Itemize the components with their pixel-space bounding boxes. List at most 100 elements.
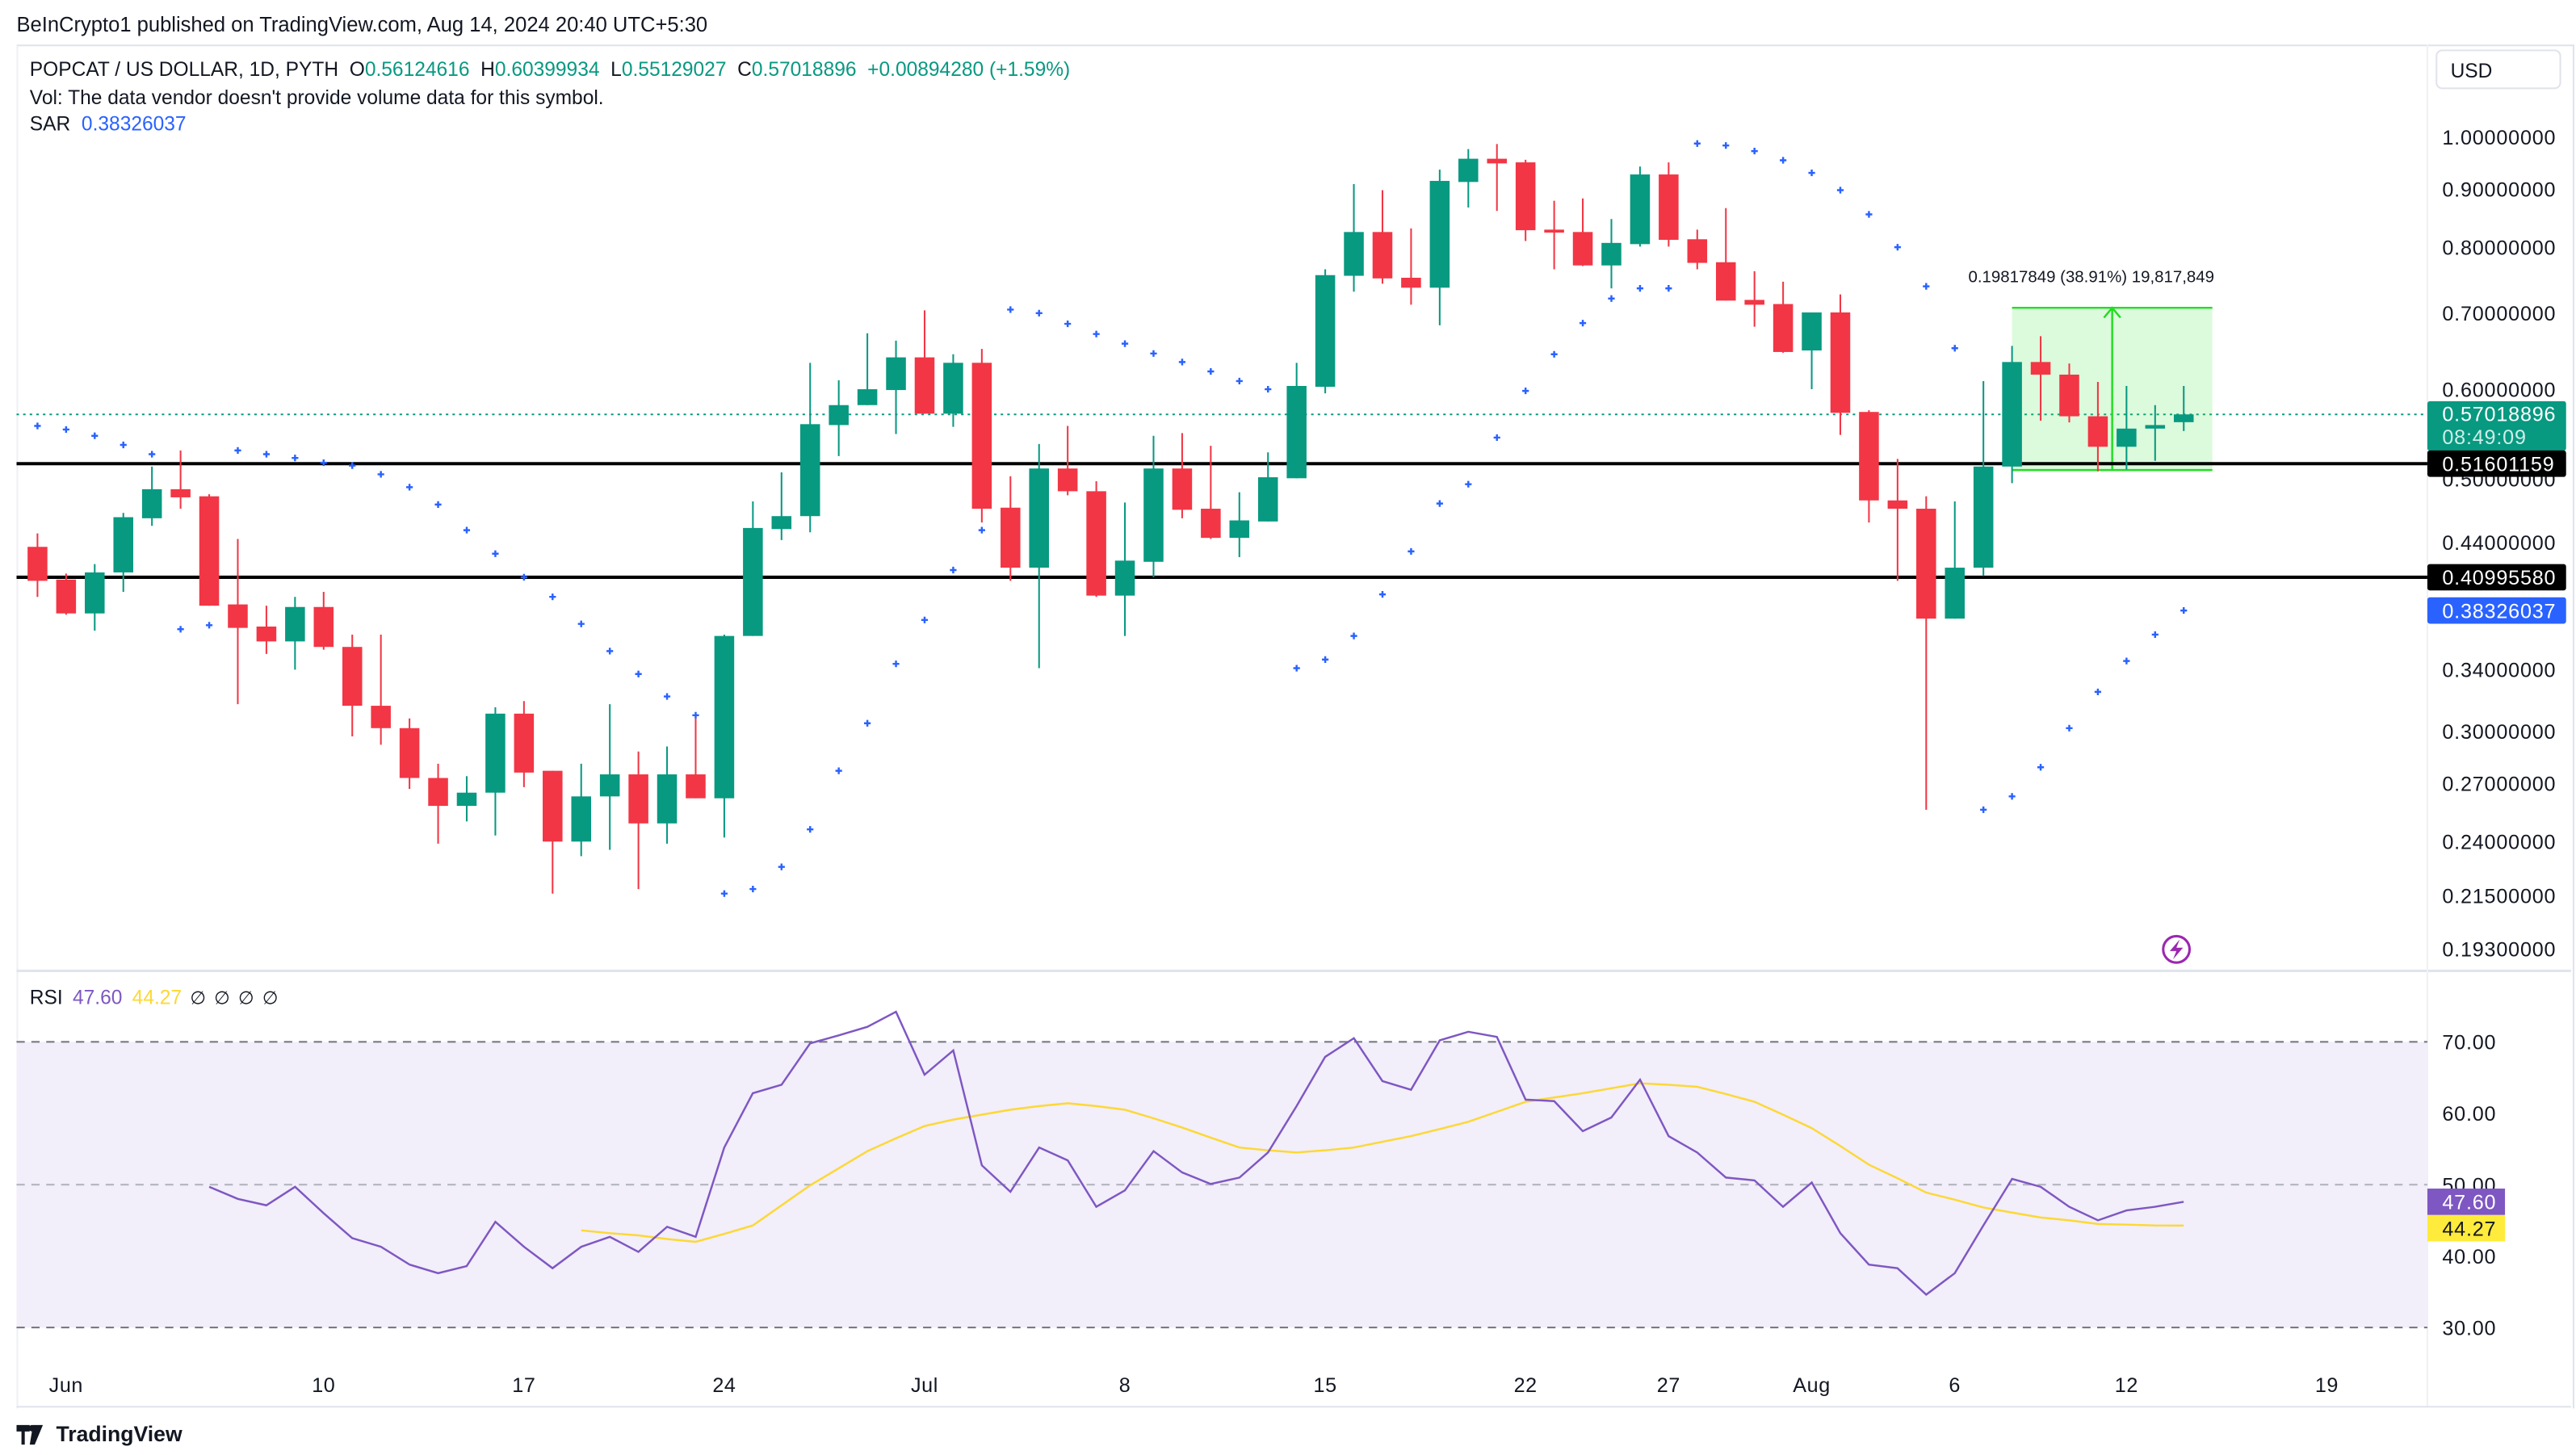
rsi-value-text: 47.60	[2442, 1192, 2496, 1214]
candle	[1429, 170, 1450, 325]
time-axis-label: 24	[712, 1374, 736, 1397]
sar-dot	[1951, 345, 1958, 352]
candle	[628, 751, 648, 890]
candle-body	[1773, 304, 1794, 352]
sar-dot	[1293, 665, 1300, 672]
candle	[1229, 492, 1250, 558]
time-axis-label: Jun	[49, 1374, 83, 1397]
main-pane[interactable]	[16, 140, 2427, 897]
currency-button[interactable]: USD	[2435, 49, 2561, 90]
sar-dot	[1980, 806, 1987, 813]
candle	[371, 634, 391, 745]
time-axis-label: Aug	[1793, 1374, 1831, 1397]
candle	[1715, 208, 1736, 301]
candle-body	[714, 635, 735, 799]
candle	[1458, 149, 1479, 208]
sar-dot	[1236, 377, 1243, 385]
sar-dot	[2066, 724, 2073, 732]
sar-dot	[463, 526, 471, 534]
time-axis-label: 10	[312, 1374, 335, 1397]
candle	[313, 592, 334, 650]
sar-dot	[1923, 283, 1930, 290]
sar-dot	[492, 550, 499, 557]
tradingview-logo[interactable]: TradingView	[16, 1422, 183, 1446]
sar-dot	[1693, 140, 1701, 147]
candle	[2002, 346, 2022, 484]
symbol-title[interactable]: POPCAT / US DOLLAR, 1D, PYTH	[29, 57, 339, 82]
candle-body	[1887, 500, 1908, 509]
candle-body	[914, 357, 935, 414]
sar-dot	[34, 422, 41, 430]
candle-body	[456, 792, 477, 807]
sar-dot	[1378, 591, 1387, 598]
last-price-label[interactable]	[2427, 400, 2566, 451]
candle	[1630, 166, 1651, 247]
chart-frame	[16, 44, 2574, 1409]
rsi-legend[interactable]: RSI 47.60 44.27 ∅ ∅ ∅ ∅	[30, 986, 279, 1009]
candle-body	[1172, 468, 1193, 510]
level1-price-label[interactable]	[2427, 450, 2566, 477]
countdown-text: 08:49:09	[2442, 426, 2526, 449]
candle-body	[1257, 477, 1278, 522]
candle-body	[1114, 560, 1135, 596]
sar-dot	[749, 885, 757, 893]
candle	[1372, 190, 1393, 284]
candle	[1487, 144, 1508, 212]
candle-body	[399, 728, 420, 778]
sar-value: 0.38326037	[81, 112, 187, 136]
candle	[1057, 426, 1078, 496]
candle-body	[342, 647, 363, 707]
rsi-pane[interactable]	[16, 1010, 2427, 1329]
time-axis-label: 6	[1949, 1374, 1961, 1397]
sar-dot	[177, 626, 184, 633]
candle	[2173, 385, 2194, 431]
sar-dot	[1350, 632, 1357, 639]
candle-body	[686, 774, 706, 799]
sar-dot	[1665, 285, 1672, 292]
rsi-tick-label: 40.00	[2442, 1246, 2496, 1268]
na-value: ∅	[190, 988, 206, 1009]
sar-label: SAR	[29, 112, 71, 136]
candle-body	[2087, 416, 2108, 447]
candle-body	[628, 774, 648, 824]
candle	[485, 707, 506, 836]
candle	[1344, 184, 1364, 292]
sar-dot	[1780, 157, 1787, 164]
candle-body	[1601, 242, 1622, 266]
candle	[1201, 446, 1221, 539]
candle	[1916, 496, 1936, 810]
sar-price-label[interactable]	[2427, 597, 2566, 624]
candle-body	[2059, 374, 2079, 417]
candle	[1887, 459, 1908, 581]
sar-dot	[1121, 340, 1129, 347]
candle-body	[2030, 362, 2051, 375]
candle-body	[485, 713, 506, 793]
sar-dot	[62, 426, 69, 434]
candle-body	[228, 604, 248, 628]
time-axis-label: 8	[1119, 1374, 1131, 1397]
sar-dot	[807, 826, 814, 833]
sar-dot	[1722, 142, 1730, 149]
candle	[743, 501, 763, 636]
sar-dot	[91, 432, 99, 439]
lightning-icon[interactable]	[2162, 934, 2192, 964]
candle-body	[2117, 428, 2137, 447]
candle	[1973, 380, 1994, 577]
sar-dot	[1322, 656, 1329, 663]
sar-dot	[205, 622, 213, 629]
candle	[85, 564, 105, 631]
candle-body	[1515, 162, 1536, 231]
sar-dot	[1465, 480, 1472, 488]
sar-dot	[720, 890, 728, 897]
level2-price-label[interactable]	[2427, 564, 2566, 591]
candle	[1029, 443, 1050, 669]
sar-price-text: 0.38326037	[2442, 600, 2556, 623]
sar-legend[interactable]: SAR 0.38326037	[30, 112, 187, 136]
candle	[857, 333, 878, 405]
candle	[56, 573, 77, 615]
candle-body	[170, 488, 191, 497]
lightning-circle	[2162, 934, 2192, 964]
candle	[686, 718, 706, 799]
candle-body	[799, 424, 820, 517]
